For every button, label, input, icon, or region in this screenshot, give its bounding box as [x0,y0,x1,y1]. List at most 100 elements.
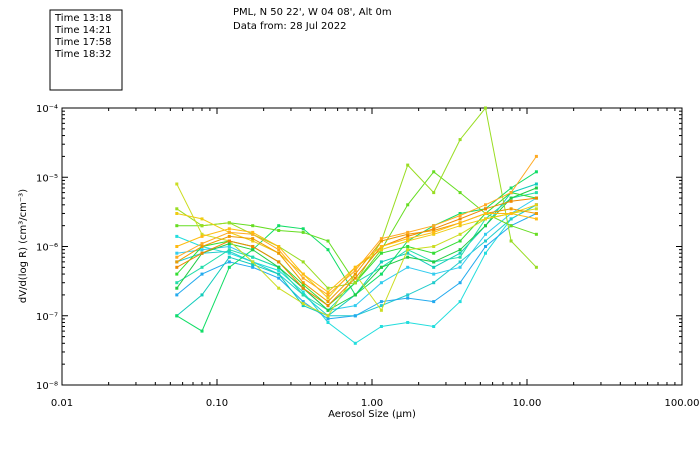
data-point [406,239,410,243]
data-point [484,203,487,207]
data-point [227,265,231,269]
data-point [251,237,255,241]
data-point [353,314,357,318]
data-point [326,290,330,294]
data-point [432,227,436,231]
data-point [175,212,179,215]
data-point [277,248,281,252]
x-tick-label: 0.10 [206,398,228,409]
data-point [458,214,462,217]
data-point [200,293,204,297]
data-point [326,314,330,318]
data-point [353,281,357,285]
data-point [509,224,513,228]
data-point [251,260,255,264]
data-point [509,191,513,195]
data-point [175,272,179,276]
plot-frame [61,107,683,386]
data-point [277,229,281,232]
data-point [432,272,436,276]
data-point [227,249,231,253]
data-point [509,196,513,200]
data-point [432,281,436,285]
data-point [175,265,179,269]
x-tick-label: 1.00 [361,398,383,409]
data-point [175,255,179,259]
chart-subtitle: Data from: 28 Jul 2022 [233,21,346,32]
data-point [251,265,255,269]
data-point [509,217,513,221]
data-point [326,248,330,252]
legend-entry: Time 17:58 [54,37,111,48]
data-point [175,245,179,248]
y-tick-label: 10⁻⁷ [36,312,58,323]
data-point [251,224,255,228]
data-point [534,154,538,158]
data-point [277,260,281,264]
data-point [326,308,330,312]
y-tick-label: 10⁻⁵ [36,173,58,184]
data-point [200,272,204,276]
data-point [534,182,538,186]
data-point [406,255,410,259]
data-point [326,293,330,297]
data-point [251,255,255,259]
x-tick-label: 100.00 [665,398,700,409]
data-point [534,191,538,195]
data-point [301,302,305,306]
data-point [175,234,179,238]
data-point [277,272,281,276]
data-point [200,245,204,248]
data-point [534,203,538,207]
data-point [353,265,357,269]
data-point [458,255,462,259]
data-point [251,239,255,243]
data-point [277,265,281,269]
data-point [175,281,179,285]
data-point [200,217,204,221]
data-point [227,251,231,255]
data-point [432,232,436,236]
data-point [277,224,281,228]
data-point [200,265,204,269]
data-point [509,207,513,211]
data-point [432,260,436,264]
data-point [326,239,330,243]
data-point [227,255,231,259]
data-point [534,170,538,174]
data-point [277,276,281,280]
data-point [458,300,462,304]
data-point [326,317,330,321]
data-point [432,300,436,304]
data-point [458,224,462,228]
data-point [379,272,383,276]
data-point [509,212,513,215]
data-point [379,304,383,308]
data-point [326,296,330,300]
data-point [353,293,357,297]
x-tick-label: 10.00 [513,398,542,409]
data-point [227,227,231,231]
data-point [534,186,538,190]
data-point [509,239,513,243]
series-layer [175,106,538,345]
data-point [227,242,231,246]
x-axis-label: Aerosol Size (μm) [328,409,416,420]
data-point [432,265,436,269]
data-point [484,217,487,221]
data-point [251,248,255,252]
data-point [379,265,383,269]
data-point [406,230,410,234]
data-point [227,245,231,248]
legend-entry: Time 13:18 [54,13,111,24]
data-point [379,281,383,285]
data-point [326,304,330,308]
data-point [326,300,330,304]
data-point [406,245,410,248]
data-point [432,251,436,255]
data-point [484,207,487,211]
data-point [175,182,179,186]
y-axis: 10⁻⁸ 10⁻⁷ 10⁻⁶ 10⁻⁵ 10⁻⁴ [36,104,682,392]
y-axis-label: dV/d(log R) (cm³/cm⁻³) [18,189,29,303]
data-point [432,229,436,232]
